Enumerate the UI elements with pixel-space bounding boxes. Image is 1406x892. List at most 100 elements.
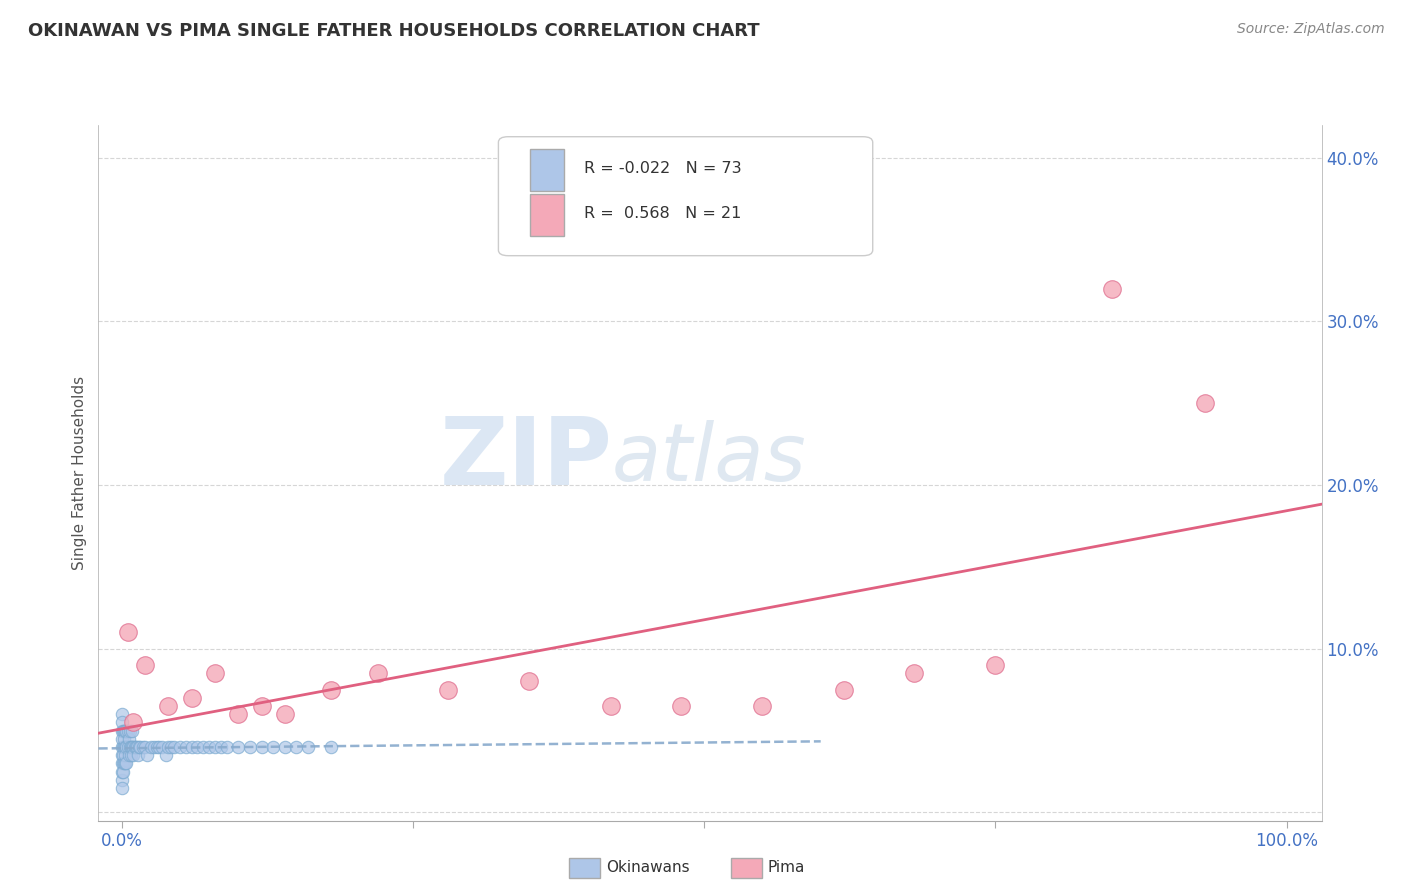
Text: ZIP: ZIP <box>439 413 612 505</box>
Y-axis label: Single Father Households: Single Father Households <box>72 376 87 570</box>
Point <box>198 739 221 754</box>
Point <box>180 739 202 754</box>
Point <box>297 739 319 754</box>
Point <box>128 739 150 754</box>
Point <box>111 748 134 763</box>
Point <box>174 739 197 754</box>
Point <box>117 723 139 738</box>
Point <box>118 748 141 763</box>
Point <box>136 748 159 763</box>
Text: Okinawans: Okinawans <box>606 861 689 875</box>
Point <box>111 731 134 746</box>
Point <box>118 723 141 738</box>
Point <box>215 739 238 754</box>
Point <box>169 739 191 754</box>
Text: atlas: atlas <box>612 420 807 498</box>
Point <box>131 739 153 754</box>
Point <box>120 748 142 763</box>
Point <box>114 723 136 738</box>
Point <box>159 739 181 754</box>
Point <box>114 748 136 763</box>
Point <box>122 715 145 730</box>
Point <box>226 739 249 754</box>
Point <box>193 739 215 754</box>
Point <box>121 739 143 754</box>
Point <box>124 739 146 754</box>
Point <box>155 748 177 763</box>
Point <box>321 739 343 754</box>
Point <box>112 739 135 754</box>
Point <box>250 739 273 754</box>
Point <box>163 739 186 754</box>
Point <box>112 756 135 771</box>
Point <box>127 748 149 763</box>
Point <box>114 756 136 771</box>
Point <box>367 666 389 681</box>
Point <box>984 658 1007 673</box>
Point <box>111 756 134 771</box>
Point <box>226 707 249 722</box>
Point <box>122 748 145 763</box>
Point <box>129 739 152 754</box>
Point <box>903 666 925 681</box>
Point <box>285 739 308 754</box>
Point <box>204 666 226 681</box>
Point <box>145 739 167 754</box>
Point <box>152 739 174 754</box>
Point <box>121 723 143 738</box>
Point <box>117 625 139 640</box>
Point <box>120 739 142 754</box>
FancyBboxPatch shape <box>498 136 873 256</box>
Point <box>118 731 141 746</box>
Point <box>111 739 134 754</box>
Point <box>157 699 180 714</box>
Point <box>832 682 855 697</box>
Point <box>111 764 134 779</box>
Point <box>112 723 135 738</box>
Point <box>114 739 136 754</box>
Point <box>118 739 141 754</box>
Point <box>262 739 284 754</box>
Point <box>111 772 134 787</box>
Point <box>437 682 460 697</box>
Point <box>148 739 170 754</box>
Point <box>115 723 138 738</box>
Point <box>111 748 134 763</box>
Text: Pima: Pima <box>768 861 806 875</box>
Point <box>204 739 226 754</box>
Point <box>139 739 162 754</box>
Point <box>117 739 139 754</box>
Point <box>111 723 134 738</box>
Text: R = -0.022   N = 73: R = -0.022 N = 73 <box>583 161 741 177</box>
Point <box>111 715 134 730</box>
Text: OKINAWAN VS PIMA SINGLE FATHER HOUSEHOLDS CORRELATION CHART: OKINAWAN VS PIMA SINGLE FATHER HOUSEHOLD… <box>28 22 759 40</box>
Point <box>669 699 692 714</box>
Point <box>186 739 208 754</box>
Point <box>321 682 343 697</box>
Text: R =  0.568   N = 21: R = 0.568 N = 21 <box>583 206 741 221</box>
Point <box>115 739 138 754</box>
FancyBboxPatch shape <box>530 194 564 236</box>
Point <box>1194 396 1216 410</box>
Point <box>134 739 156 754</box>
Point <box>111 739 134 754</box>
Point <box>209 739 232 754</box>
Point <box>111 723 134 738</box>
Point <box>274 707 297 722</box>
Point <box>111 707 134 722</box>
Point <box>519 674 541 689</box>
Point <box>250 699 273 714</box>
Text: Source: ZipAtlas.com: Source: ZipAtlas.com <box>1237 22 1385 37</box>
Point <box>157 739 180 754</box>
Point <box>111 756 134 771</box>
Point <box>239 739 262 754</box>
Point <box>112 731 135 746</box>
Point <box>111 764 134 779</box>
Point <box>115 756 138 771</box>
Point <box>125 739 148 754</box>
Point <box>125 739 148 754</box>
Point <box>274 739 297 754</box>
Point <box>1101 282 1123 296</box>
FancyBboxPatch shape <box>530 149 564 191</box>
Point <box>751 699 773 714</box>
